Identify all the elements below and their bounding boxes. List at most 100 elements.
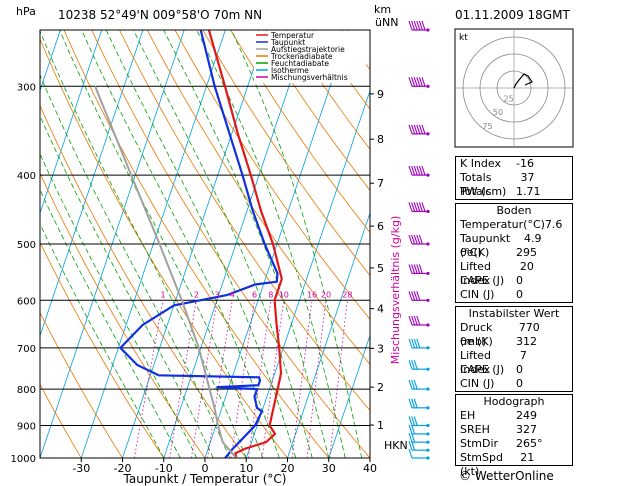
x-tick-label: 40 [363, 462, 377, 475]
index-label: K Index [460, 157, 501, 170]
wind-barb [408, 315, 430, 327]
boden-row: Taupunkt (°C) 4.9 [456, 232, 572, 259]
x-tick-label: -10 [155, 462, 173, 475]
mixing-ratio-line [248, 300, 272, 458]
datetime: 01.11.2009 18GMT [455, 8, 570, 22]
moist-adiabat-line [40, 30, 247, 458]
dry-adiabat-line [257, 30, 370, 192]
boden-title: Boden [496, 204, 532, 217]
legend-entry: Feuchtadiabate [271, 59, 329, 68]
height-tick-label: 6 [377, 220, 384, 233]
moist-adiabat-line [40, 114, 214, 458]
wind-barb [408, 416, 430, 428]
hodograph-kt-label: kt [459, 33, 468, 43]
hodograph-ring [462, 36, 566, 140]
mixing-ratio-label: 10 [279, 290, 289, 299]
hodograph-table-box: Hodograph EH 249 SREH 327 StmDir 265° StmSpd (… [455, 394, 573, 478]
pressure-tick-label: 800 [17, 385, 36, 396]
pressure-tick-label: 1000 [11, 454, 36, 465]
isotherm-line [40, 30, 144, 337]
boden-row: Lifted Index 20 [456, 260, 572, 287]
boden-label: Lifted Index [460, 260, 491, 287]
moist-adiabat-line [40, 223, 165, 458]
height-tick-label: 8 [377, 133, 384, 146]
boden-row: CAPE (J) 0 [456, 274, 572, 288]
boden-row: Temperatur(°C) 7.6 [456, 218, 572, 232]
instabil-label: CAPE (J) [460, 363, 505, 376]
isotherm-line [40, 30, 103, 215]
index-label: Totals Totals [460, 171, 492, 198]
dewpoint-profile [118, 30, 279, 458]
instabil-value: 0 [516, 363, 523, 376]
boden-value: 20 [519, 260, 534, 273]
moist-adiabat-line [231, 30, 363, 458]
isotherm-line [40, 30, 185, 458]
wind-barb [408, 20, 430, 32]
x-tick-label: -30 [72, 462, 90, 475]
isotherm-line [328, 334, 370, 458]
hodograph-ring-label: 25 [504, 95, 514, 104]
wind-barb [408, 202, 430, 214]
instabil-row: CAPE (J) 0 [456, 363, 572, 377]
mixing-ratio-line [230, 300, 255, 458]
wind-barb [408, 448, 430, 460]
pressure-tick-label: 300 [17, 82, 36, 93]
x-axis-title: Taupunkt / Temperatur (°C) [123, 472, 287, 486]
dry-adiabat-line [40, 241, 165, 458]
wind-barb [408, 379, 430, 391]
dry-adiabat-line [174, 30, 370, 320]
copyright: © WetterOnline [459, 469, 554, 483]
legend-entry: Trockenadiabate [270, 52, 333, 61]
hodograph-stat-row: StmDir 265° [456, 437, 572, 451]
hodograph-ring-label: 75 [482, 122, 492, 131]
instabil-box: Instabilster Wert Druck (mb) 770 θe (K) 312… [455, 306, 573, 392]
moist-adiabat-line [105, 30, 297, 458]
dry-adiabat-line [40, 37, 288, 458]
hodograph-stat-label: StmDir [460, 437, 499, 450]
x-tick-label: -20 [114, 462, 132, 475]
mixing-ratio-line [261, 300, 285, 458]
pressure-tick-label: 700 [17, 344, 36, 355]
height-tick-label: 2 [377, 381, 384, 394]
boden-label: Taupunkt (°C) [460, 232, 511, 259]
x-tick-label: 20 [281, 462, 295, 475]
wind-barb [408, 338, 430, 350]
mixing-ratio-label: 6 [252, 290, 257, 299]
mixing-ratio-label: 4 [230, 290, 235, 299]
legend-entry: Taupunkt [270, 38, 305, 47]
hpa-label: hPa [16, 5, 36, 18]
boden-label: θe(K) [460, 246, 490, 259]
index-value: 1.71 [516, 185, 541, 198]
asl-label: üNN [375, 16, 398, 29]
boden-label: CAPE (J) [460, 274, 505, 287]
mixing-ratio-label: 28 [342, 290, 352, 299]
hodograph-ring-label: 50 [493, 108, 503, 117]
isotherm-line [204, 30, 350, 458]
temperature-profile [207, 30, 283, 458]
mixing-ratio-axis-title: Mischungsverhältnis (g/kg) [389, 216, 402, 365]
isotherm-line [287, 211, 370, 458]
pressure-tick-label: 400 [17, 171, 36, 182]
height-tick-label: 4 [377, 303, 384, 316]
dry-adiabat-line [119, 30, 370, 412]
moist-adiabat-line [81, 30, 280, 458]
index-row: PW (cm) 1.71 [456, 185, 572, 199]
instabil-label: Druck (mb) [460, 321, 493, 348]
mixing-ratio-label: 20 [321, 290, 331, 299]
wind-barb [408, 360, 430, 371]
height-tick-label: 7 [377, 177, 384, 190]
mixing-ratio-label: 2 [194, 290, 199, 299]
index-value: 37 [520, 171, 535, 184]
height-tick-label: 5 [377, 262, 384, 275]
boden-label: Temperatur(°C) [460, 218, 545, 231]
dry-adiabat-line [202, 30, 370, 277]
moist-adiabat-line [59, 30, 264, 458]
legend-entry: Temperatur [270, 31, 315, 40]
isotherm-line [122, 30, 268, 458]
moist-adiabat-line [40, 74, 231, 458]
x-tick-label: 0 [202, 462, 209, 475]
instabil-label: θe (K) [460, 335, 493, 348]
boden-row: CIN (J) 0 [456, 288, 572, 302]
